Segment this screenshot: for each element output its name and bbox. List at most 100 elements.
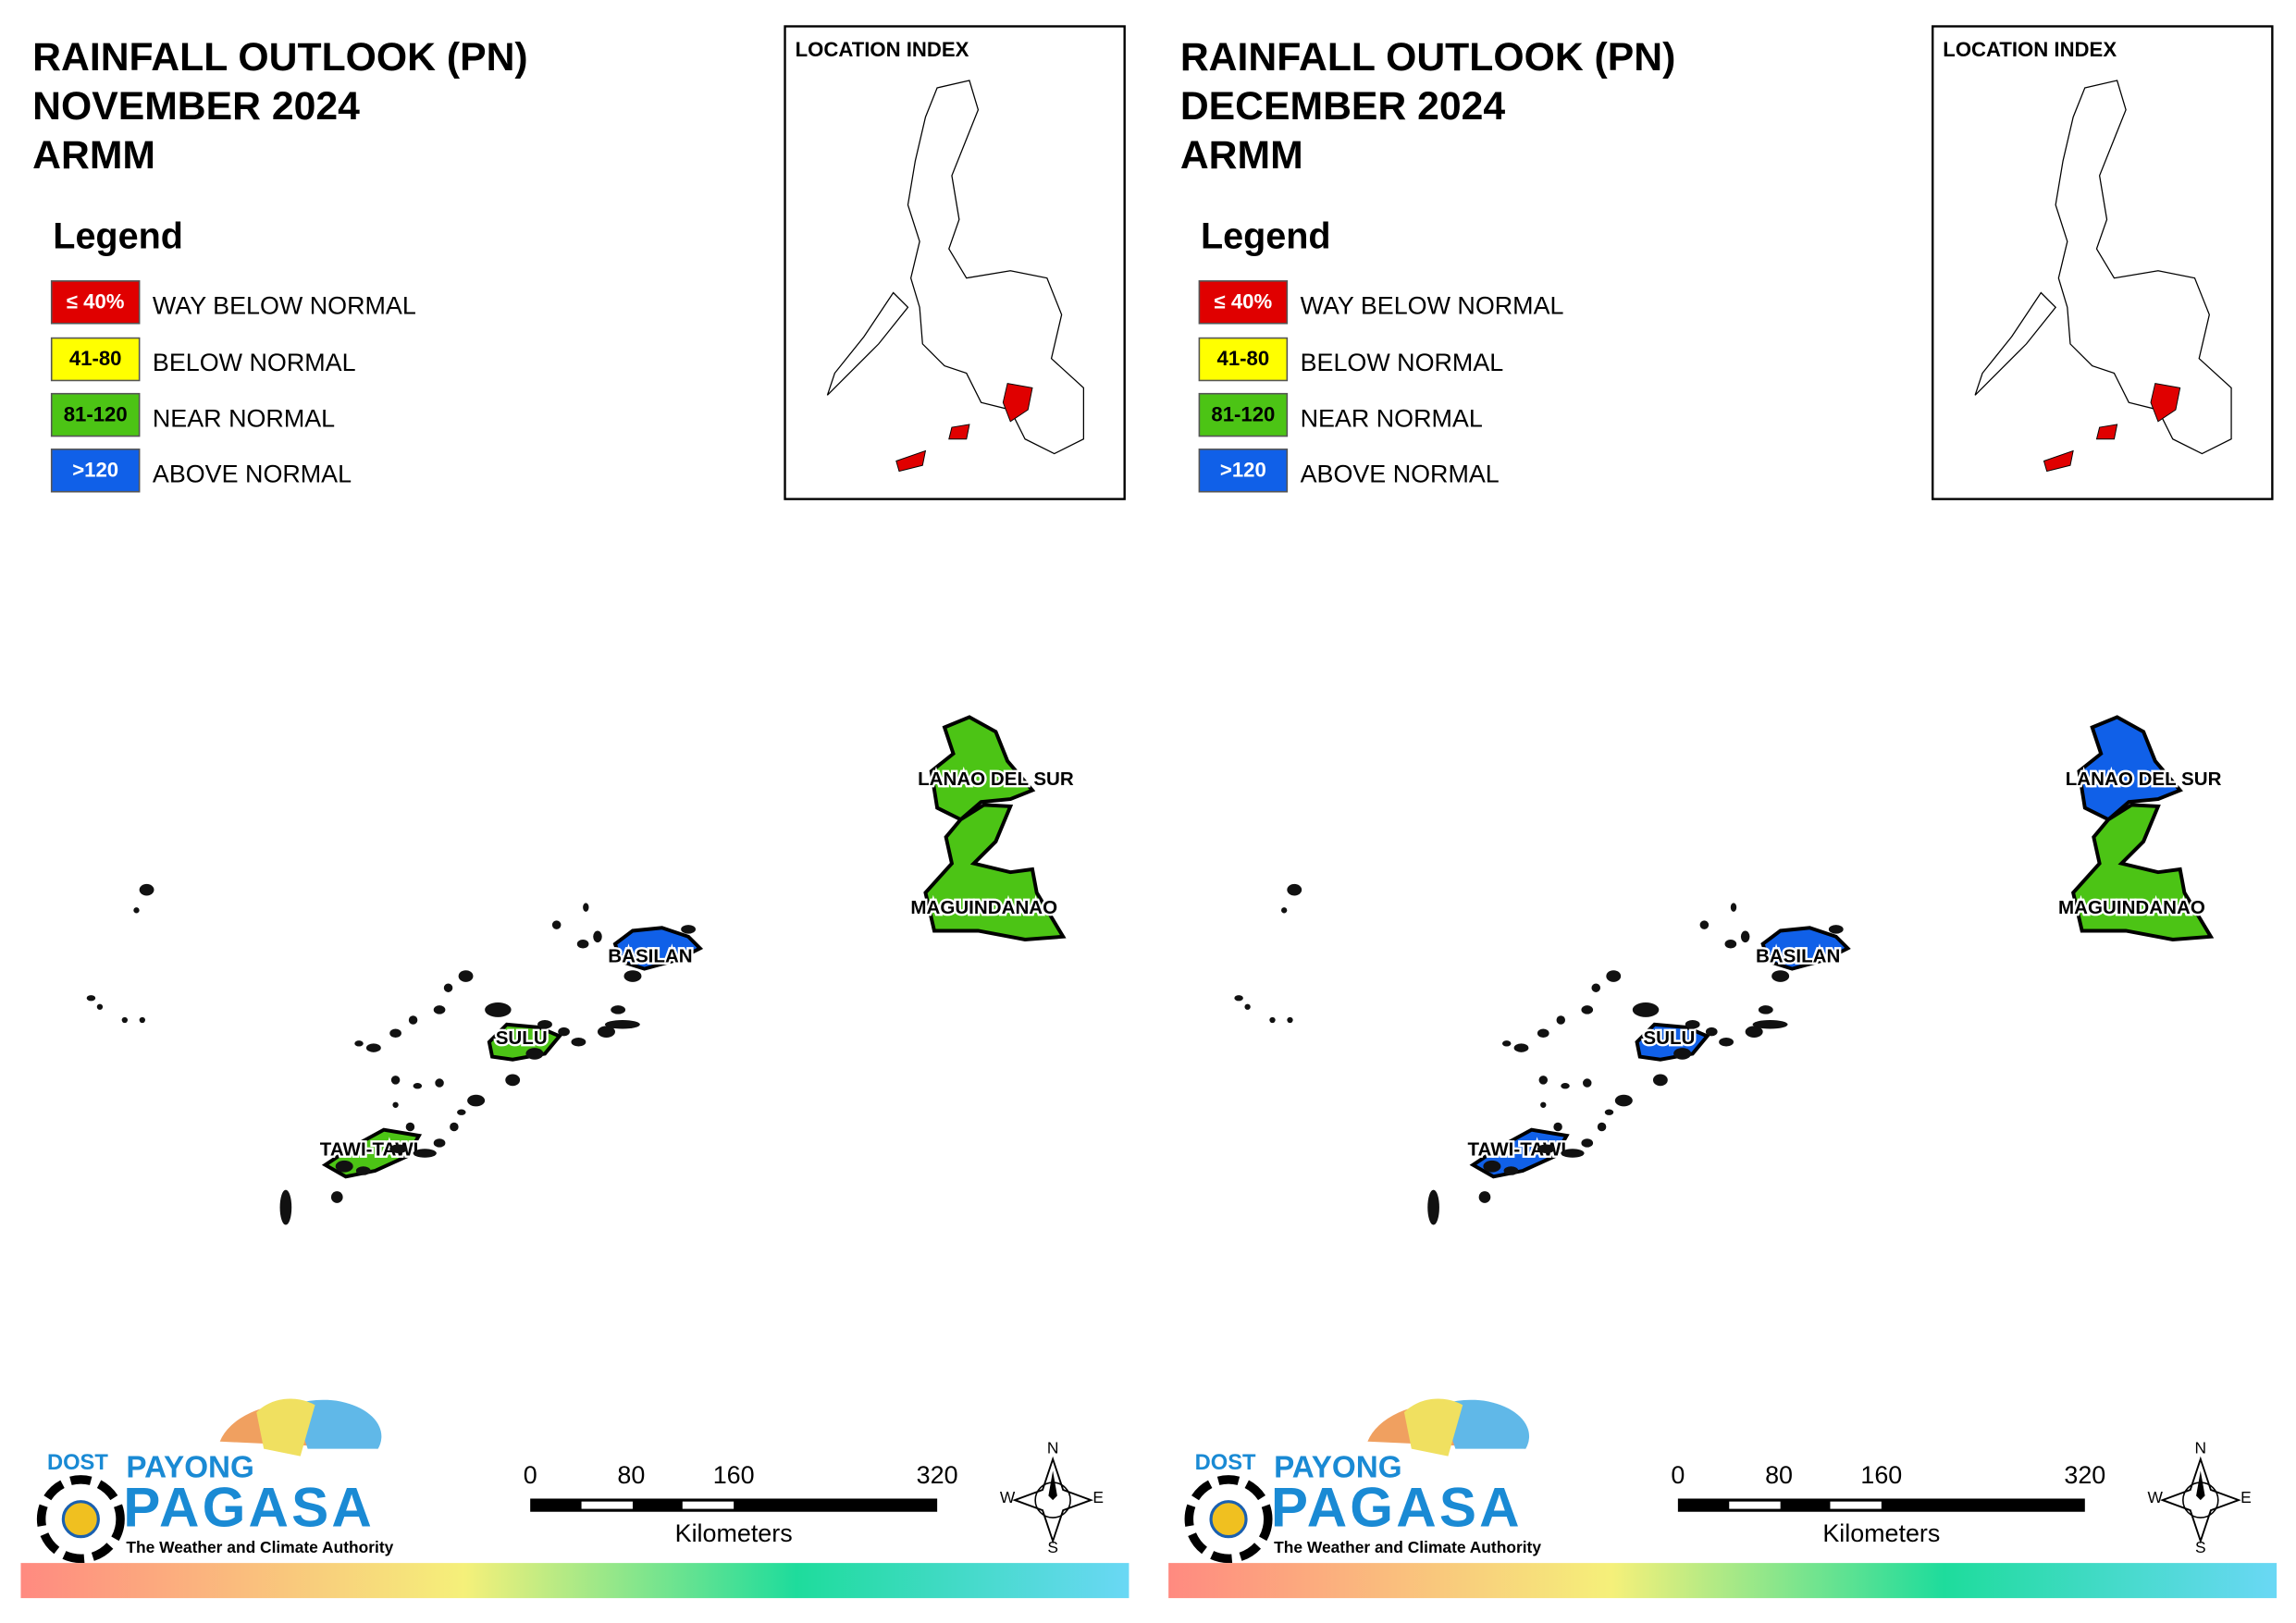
province [2070, 803, 2215, 941]
island [1287, 1016, 1293, 1024]
island [1561, 1149, 1585, 1158]
scale-tick: 0 [524, 1461, 537, 1489]
island [1553, 1122, 1562, 1132]
inset-country [1974, 80, 2232, 455]
island [365, 1043, 381, 1052]
island [408, 1015, 418, 1025]
province [612, 926, 704, 971]
island [1740, 930, 1750, 943]
island [1540, 1101, 1547, 1108]
map-title: NOVEMBER 2024 [32, 84, 360, 129]
province-label: LANAO DEL SUR [918, 768, 1074, 790]
compass-letter: W [2148, 1488, 2164, 1506]
legend-label: BELOW NORMAL [1301, 349, 1504, 376]
compass-letter: E [2240, 1488, 2252, 1506]
island [1597, 1122, 1607, 1132]
inset-country [826, 80, 1085, 455]
logo-tagline: The Weather and Climate Authority [1274, 1538, 1541, 1556]
island [139, 883, 154, 896]
logo-brand-main: PAGASA [1271, 1477, 1523, 1539]
island [435, 1078, 444, 1088]
island [1673, 1048, 1692, 1060]
legend-swatch [1198, 392, 1289, 437]
province [923, 803, 1067, 941]
island [1234, 995, 1243, 1002]
island [1730, 903, 1737, 912]
island [433, 1005, 446, 1014]
island [1503, 1166, 1519, 1175]
compass-ring [2182, 1482, 2219, 1518]
island [1537, 1028, 1549, 1038]
island [597, 1026, 615, 1038]
island [1724, 939, 1737, 949]
island [390, 1076, 401, 1085]
island [1501, 1040, 1512, 1047]
island [86, 995, 96, 1002]
scale-segment [581, 1501, 633, 1509]
legend-range: >120 [1220, 458, 1266, 481]
island [1705, 1027, 1718, 1037]
logo-umbrella-3 [256, 1398, 315, 1457]
logo-seal-core [1209, 1500, 1248, 1539]
island [583, 903, 589, 912]
compass-rose-inner [2196, 1470, 2205, 1501]
island [681, 925, 697, 934]
island [1632, 1002, 1660, 1017]
legend-label: NEAR NORMAL [1301, 404, 1483, 432]
footer-gradient [1168, 1563, 2277, 1599]
island [1606, 970, 1622, 982]
legend-label: ABOVE NORMAL [1301, 460, 1500, 487]
compass-letter: E [1092, 1488, 1104, 1506]
legend-range: 41-80 [1217, 347, 1270, 370]
inset-armm [2043, 383, 2181, 473]
island [623, 970, 642, 982]
compass-letter: N [1047, 1438, 1059, 1457]
island [1685, 1020, 1700, 1029]
logo-agency: DOST [1195, 1451, 1256, 1475]
island [467, 1094, 486, 1107]
island [443, 983, 453, 992]
legend-range: 81-120 [1211, 402, 1275, 425]
inset-armm [895, 383, 1033, 473]
island [576, 939, 589, 949]
island [537, 1020, 552, 1029]
province [929, 715, 1036, 822]
scale-tick: 160 [713, 1461, 755, 1489]
province-label: SULU [1643, 1027, 1695, 1049]
island [1269, 1016, 1276, 1024]
island [611, 1005, 626, 1014]
island [433, 1138, 446, 1148]
island [571, 1037, 586, 1047]
legend-range: ≤ 40% [1215, 289, 1273, 313]
island [505, 1074, 521, 1087]
island [1719, 1037, 1734, 1047]
island [1483, 1160, 1501, 1173]
island [485, 1002, 512, 1017]
island [354, 1040, 364, 1047]
province-label: TAWI-TAWI [1467, 1138, 1566, 1160]
province-label: MAGUINDANAO [910, 897, 1057, 918]
map-title: DECEMBER 2024 [1180, 84, 1506, 129]
legend-label: WAY BELOW NORMAL [1301, 291, 1564, 319]
scale-segment [1729, 1501, 1781, 1509]
logo-tagline: The Weather and Climate Authority [126, 1538, 393, 1556]
legend-range: 81-120 [64, 402, 128, 425]
footer-gradient [20, 1563, 1129, 1599]
legend-swatch [1198, 337, 1289, 382]
island [604, 1020, 640, 1029]
island [1538, 1076, 1549, 1085]
island [1281, 907, 1288, 914]
legend-swatch [50, 449, 141, 493]
province-label: BASILAN [608, 945, 692, 966]
scale-tick: 80 [617, 1461, 645, 1489]
compass-rose-inner [1048, 1470, 1057, 1501]
province [1760, 926, 1851, 971]
province-label: SULU [496, 1027, 548, 1049]
island [279, 1189, 292, 1225]
legend-label: BELOW NORMAL [153, 349, 356, 376]
island [1591, 983, 1600, 992]
island [457, 1109, 466, 1115]
compass-letter: S [2195, 1538, 2206, 1556]
